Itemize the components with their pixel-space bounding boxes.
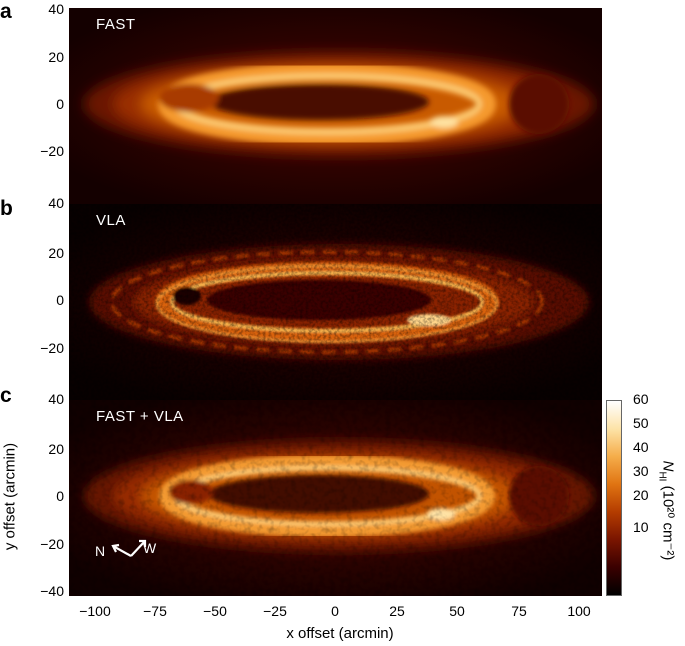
y-tick-label: 0 xyxy=(56,488,64,504)
colorbar-tick-label: 60 xyxy=(633,391,649,407)
colorbar-label-subscript: HI xyxy=(656,471,668,482)
colorbar-tick-label: 50 xyxy=(633,415,649,431)
colorbar-tick-label: 30 xyxy=(633,463,649,479)
panel-c-letter: c xyxy=(0,384,12,407)
colorbar-label: NHI (10²⁰ cm⁻²) xyxy=(657,426,678,596)
panel-title: VLA xyxy=(96,212,126,229)
y-tick-label: 20 xyxy=(48,245,64,261)
colorbar-tick-label: 40 xyxy=(633,439,649,455)
x-tick-label: 25 xyxy=(389,603,405,619)
x-tick-label: −25 xyxy=(263,603,287,619)
compass-north-label: N xyxy=(95,543,106,559)
compass-west-label: W xyxy=(143,540,157,556)
y-tick-label: −40 xyxy=(40,583,64,599)
panel-title: FAST + VLA xyxy=(96,408,184,425)
vla-map-panel: VLA xyxy=(69,204,602,400)
y-tick-label: 20 xyxy=(48,49,64,65)
combined-map-panel: FAST + VLA N W xyxy=(69,400,602,596)
y-tick-label: 20 xyxy=(48,441,64,457)
colorbar-label-units: (10²⁰ cm⁻²) xyxy=(659,485,677,561)
y-tick-label: 40 xyxy=(48,391,64,407)
y-tick-label: −20 xyxy=(40,536,64,552)
x-tick-label: −50 xyxy=(203,603,227,619)
y-tick-label: 0 xyxy=(56,96,64,112)
y-tick-label: 40 xyxy=(48,195,64,211)
colorbar-tick-label: 20 xyxy=(633,487,649,503)
y-tick-label: −20 xyxy=(40,340,64,356)
fast-hi-map xyxy=(69,8,602,204)
y-tick-label: 0 xyxy=(56,292,64,308)
colorbar xyxy=(606,400,622,596)
panel-title: FAST xyxy=(96,16,136,33)
y-tick-label: −20 xyxy=(40,143,64,159)
x-tick-label: 75 xyxy=(511,603,527,619)
fast-map-panel: FAST xyxy=(69,8,602,204)
panel-a-letter: a xyxy=(0,0,12,23)
compass-arrows-icon xyxy=(111,539,147,557)
colorbar-tick-label: 10 xyxy=(633,519,649,535)
x-tick-label: −75 xyxy=(143,603,167,619)
combined-hi-map xyxy=(69,400,602,596)
x-axis-label: x offset (arcmin) xyxy=(286,625,394,642)
x-tick-label: 50 xyxy=(449,603,465,619)
y-tick-label: 40 xyxy=(48,1,64,17)
x-tick-label: 100 xyxy=(567,603,591,619)
x-tick-label: 0 xyxy=(331,603,339,619)
y-axis-label: y offset (arcmin) xyxy=(1,442,19,551)
vla-hi-map xyxy=(69,204,602,400)
panel-b-letter: b xyxy=(0,197,13,220)
x-tick-label: −100 xyxy=(79,603,111,619)
colorbar-label-symbol: N xyxy=(659,460,677,472)
